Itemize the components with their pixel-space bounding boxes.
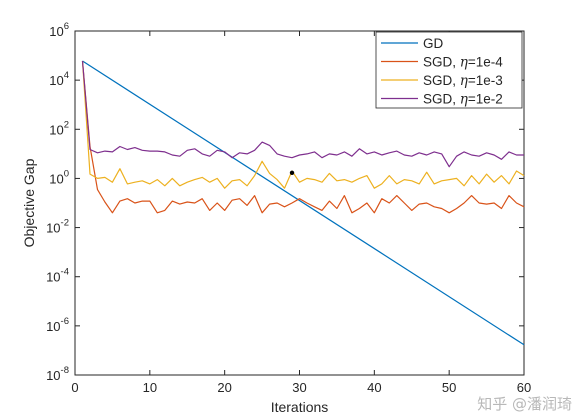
y-tick-base: 10	[49, 171, 63, 186]
legend-entry-main: SGD,	[423, 55, 460, 70]
y-tick-base: 10	[49, 24, 63, 39]
legend-entry-label: SGD, η=1e-2	[423, 92, 503, 108]
y-tick-label: 10-8	[46, 365, 69, 383]
legend-entry-main: SGD,	[423, 73, 460, 88]
annotation-point	[289, 170, 295, 175]
y-tick-exponent: -6	[61, 316, 69, 327]
legend-entry-tail: =1e-2	[468, 92, 503, 107]
x-axis-label: Iterations	[271, 399, 329, 415]
legend-entry-main: SGD,	[423, 92, 460, 107]
x-tick-label: 60	[517, 380, 531, 395]
y-tick-label: 10-6	[46, 316, 69, 334]
y-tick-base: 10	[49, 122, 63, 137]
x-tick-label: 50	[442, 380, 456, 395]
y-tick-label: 10-2	[46, 218, 69, 236]
y-tick-base: 10	[49, 73, 63, 88]
legend-entry-eta: η	[460, 73, 468, 89]
y-tick-exponent: -4	[61, 267, 69, 278]
x-tick-label: 10	[143, 380, 157, 395]
x-axis: 0 10 20 30 40 50 60	[71, 31, 531, 395]
y-tick-label: 102	[49, 119, 69, 137]
y-tick-exponent: 0	[64, 168, 69, 179]
legend-entry-label: SGD, η=1e-3	[423, 73, 503, 89]
y-tick-base: 10	[46, 221, 60, 236]
x-tick-label: 30	[292, 380, 306, 395]
y-tick-exponent: -8	[61, 365, 69, 376]
y-tick-exponent: 4	[64, 70, 69, 81]
y-tick-label: 104	[49, 70, 69, 88]
y-axis-label: Objective Gap	[21, 158, 37, 247]
legend-entry-main: GD	[423, 36, 444, 51]
y-tick-exponent: 6	[64, 21, 69, 32]
legend-entry-eta: η	[460, 55, 468, 71]
series-line-0	[82, 60, 525, 346]
x-tick-label: 40	[367, 380, 381, 395]
y-tick-label: 10-4	[46, 267, 69, 285]
series-group	[81, 60, 525, 346]
y-tick-label: 100	[49, 168, 69, 186]
series-line-1	[81, 60, 525, 214]
series-line-3	[81, 60, 524, 168]
legend-entry-tail: =1e-3	[468, 73, 503, 88]
x-tick-label: 20	[217, 380, 231, 395]
x-tick-label: 0	[71, 380, 78, 395]
y-tick-exponent: 2	[64, 119, 69, 130]
watermark: 知乎 @潘润琦	[477, 395, 572, 413]
series-line-2	[81, 60, 525, 189]
y-tick-exponent: -2	[61, 218, 69, 229]
y-tick-base: 10	[46, 368, 60, 383]
y-tick-label: 106	[49, 21, 69, 39]
legend-box	[375, 31, 523, 109]
legend-entry-label: GD	[423, 36, 444, 51]
legend-entry-eta: η	[460, 92, 468, 108]
legend-entry-tail: =1e-4	[468, 55, 503, 70]
annotation-group	[289, 170, 295, 175]
legend-entry-label: SGD, η=1e-4	[423, 55, 503, 71]
y-tick-base: 10	[46, 270, 60, 285]
y-tick-base: 10	[46, 319, 60, 334]
